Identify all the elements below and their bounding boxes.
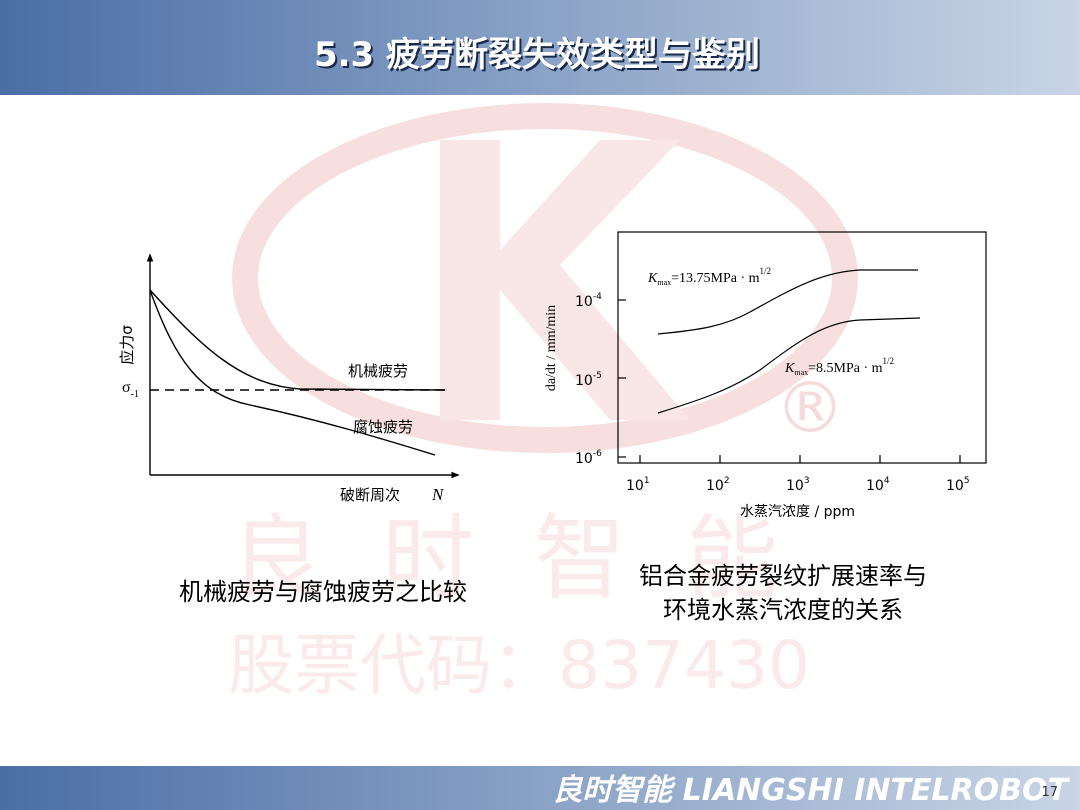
tick-base: 10 <box>706 478 724 494</box>
corrosion-curve <box>149 289 436 456</box>
tick-exp: 5 <box>964 476 970 486</box>
tick-exp: 3 <box>804 476 810 486</box>
x-axis-symbol: N <box>431 485 445 504</box>
k-sub: max <box>657 278 671 287</box>
page-number: 17 <box>1041 785 1058 800</box>
x-tick-label: 103 <box>786 476 810 494</box>
watermark-stock: 股票代码：837430 <box>228 627 810 704</box>
tick-base: 10 <box>866 478 884 494</box>
k: K <box>647 271 658 286</box>
tick-base: 10 <box>575 451 593 467</box>
x-tick-label: 105 <box>946 476 970 494</box>
x-axis-label: 水蒸汽浓度 / ppm <box>740 504 855 520</box>
x-tick-label: 101 <box>626 476 650 494</box>
tick-base: 10 <box>786 478 804 494</box>
footer-brand: 良时智能 LIANGSHI INTELROBOT <box>552 773 1070 808</box>
tick-exp: 4 <box>884 476 890 486</box>
y-tick-label: 10-5 <box>575 371 602 389</box>
title-shadow: 5.3 疲劳断裂失效类型与鉴别 <box>316 37 762 77</box>
watermark-brand: 良时智能 <box>230 505 838 612</box>
y-axis-label: da/dt / mm/min <box>544 305 559 391</box>
y-axis-label: 应力σ <box>118 325 136 365</box>
x-axis-label: 破断周次 <box>340 486 400 504</box>
caption-line: 铝合金疲劳裂纹扩展速率与 <box>639 562 927 590</box>
tick-base: 10 <box>946 478 964 494</box>
x-tick-label: 104 <box>866 476 890 494</box>
k-rest: =13.75MPa · m <box>671 271 760 286</box>
caption: 机械疲劳与腐蚀疲劳之比较 <box>179 578 467 606</box>
curve-high <box>657 269 918 335</box>
left-figure <box>146 253 460 479</box>
curve-label: 机械疲劳 <box>348 362 408 380</box>
registered-mark: ® <box>775 367 845 449</box>
limit-sub: -1 <box>131 389 139 400</box>
caption-line: 环境水蒸汽浓度的关系 <box>663 596 903 624</box>
limit-label: σ-1 <box>122 379 139 400</box>
y-tick-label: 10-6 <box>575 449 602 467</box>
tick-exp: -5 <box>593 371 602 381</box>
right-labels: da/dt / mm/min 10-4 10-5 10-6 101 102 10… <box>544 266 970 520</box>
tick-base: 10 <box>626 478 644 494</box>
right-figure <box>617 231 987 464</box>
logo-ring <box>232 103 858 453</box>
tick-exp: 2 <box>724 476 730 486</box>
watermark: ® 良时智能 股票代码：837430 <box>228 103 858 704</box>
header-band <box>0 0 1080 95</box>
tick-exp: -4 <box>593 292 602 302</box>
tick-exp: -6 <box>593 449 602 459</box>
k-rest: =8.5MPa · m <box>808 361 883 376</box>
left-labels: 应力σ σ-1 机械疲劳 腐蚀疲劳 破断周次 N <box>118 325 445 504</box>
logo-k <box>440 140 690 420</box>
k-exp: 1/2 <box>883 356 895 366</box>
limit-base: σ <box>122 379 131 396</box>
curve-label: Kmax=8.5MPa · m1/2 <box>784 356 894 377</box>
tick-base: 10 <box>575 373 593 389</box>
curve-low <box>657 317 921 414</box>
curve-label: 腐蚀疲劳 <box>353 418 413 436</box>
k: K <box>784 361 795 376</box>
plot-frame <box>617 231 987 464</box>
footer-band <box>0 766 1080 810</box>
y-tick-label: 10-4 <box>575 292 602 310</box>
tick-base: 10 <box>575 294 593 310</box>
x-tick-label: 102 <box>706 476 730 494</box>
curve-label: Kmax=13.75MPa · m1/2 <box>647 266 771 287</box>
title: 5.3 疲劳断裂失效类型与鉴别 <box>314 35 760 75</box>
k-exp: 1/2 <box>760 266 772 276</box>
tick-exp: 1 <box>644 476 650 486</box>
mechanical-curve <box>149 289 446 391</box>
k-sub: max <box>794 368 808 377</box>
